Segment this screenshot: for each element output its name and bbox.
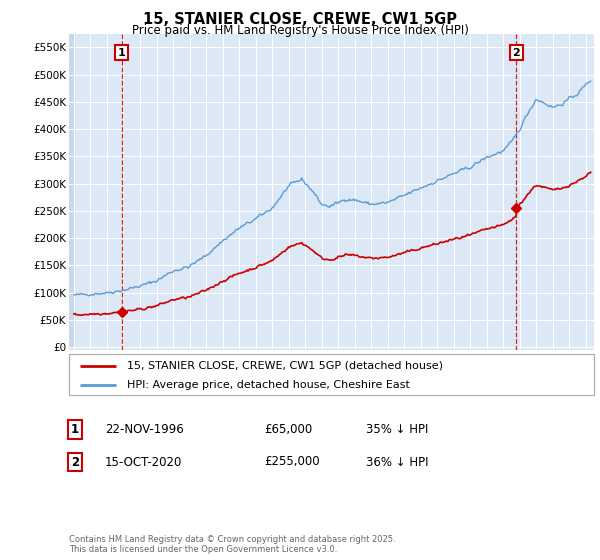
Text: 1: 1 <box>71 423 79 436</box>
Text: 22-NOV-1996: 22-NOV-1996 <box>105 423 184 436</box>
Text: 15, STANIER CLOSE, CREWE, CW1 5GP: 15, STANIER CLOSE, CREWE, CW1 5GP <box>143 12 457 27</box>
Text: £255,000: £255,000 <box>264 455 320 469</box>
Text: 15, STANIER CLOSE, CREWE, CW1 5GP (detached house): 15, STANIER CLOSE, CREWE, CW1 5GP (detac… <box>127 361 443 371</box>
Text: 15-OCT-2020: 15-OCT-2020 <box>105 455 182 469</box>
Text: 2: 2 <box>71 455 79 469</box>
Text: Price paid vs. HM Land Registry's House Price Index (HPI): Price paid vs. HM Land Registry's House … <box>131 24 469 36</box>
Text: Contains HM Land Registry data © Crown copyright and database right 2025.
This d: Contains HM Land Registry data © Crown c… <box>69 535 395 554</box>
Text: £65,000: £65,000 <box>264 423 312 436</box>
Text: 1: 1 <box>118 48 126 58</box>
Text: 35% ↓ HPI: 35% ↓ HPI <box>366 423 428 436</box>
Text: HPI: Average price, detached house, Cheshire East: HPI: Average price, detached house, Ches… <box>127 380 410 390</box>
Text: 36% ↓ HPI: 36% ↓ HPI <box>366 455 428 469</box>
Text: 2: 2 <box>512 48 520 58</box>
